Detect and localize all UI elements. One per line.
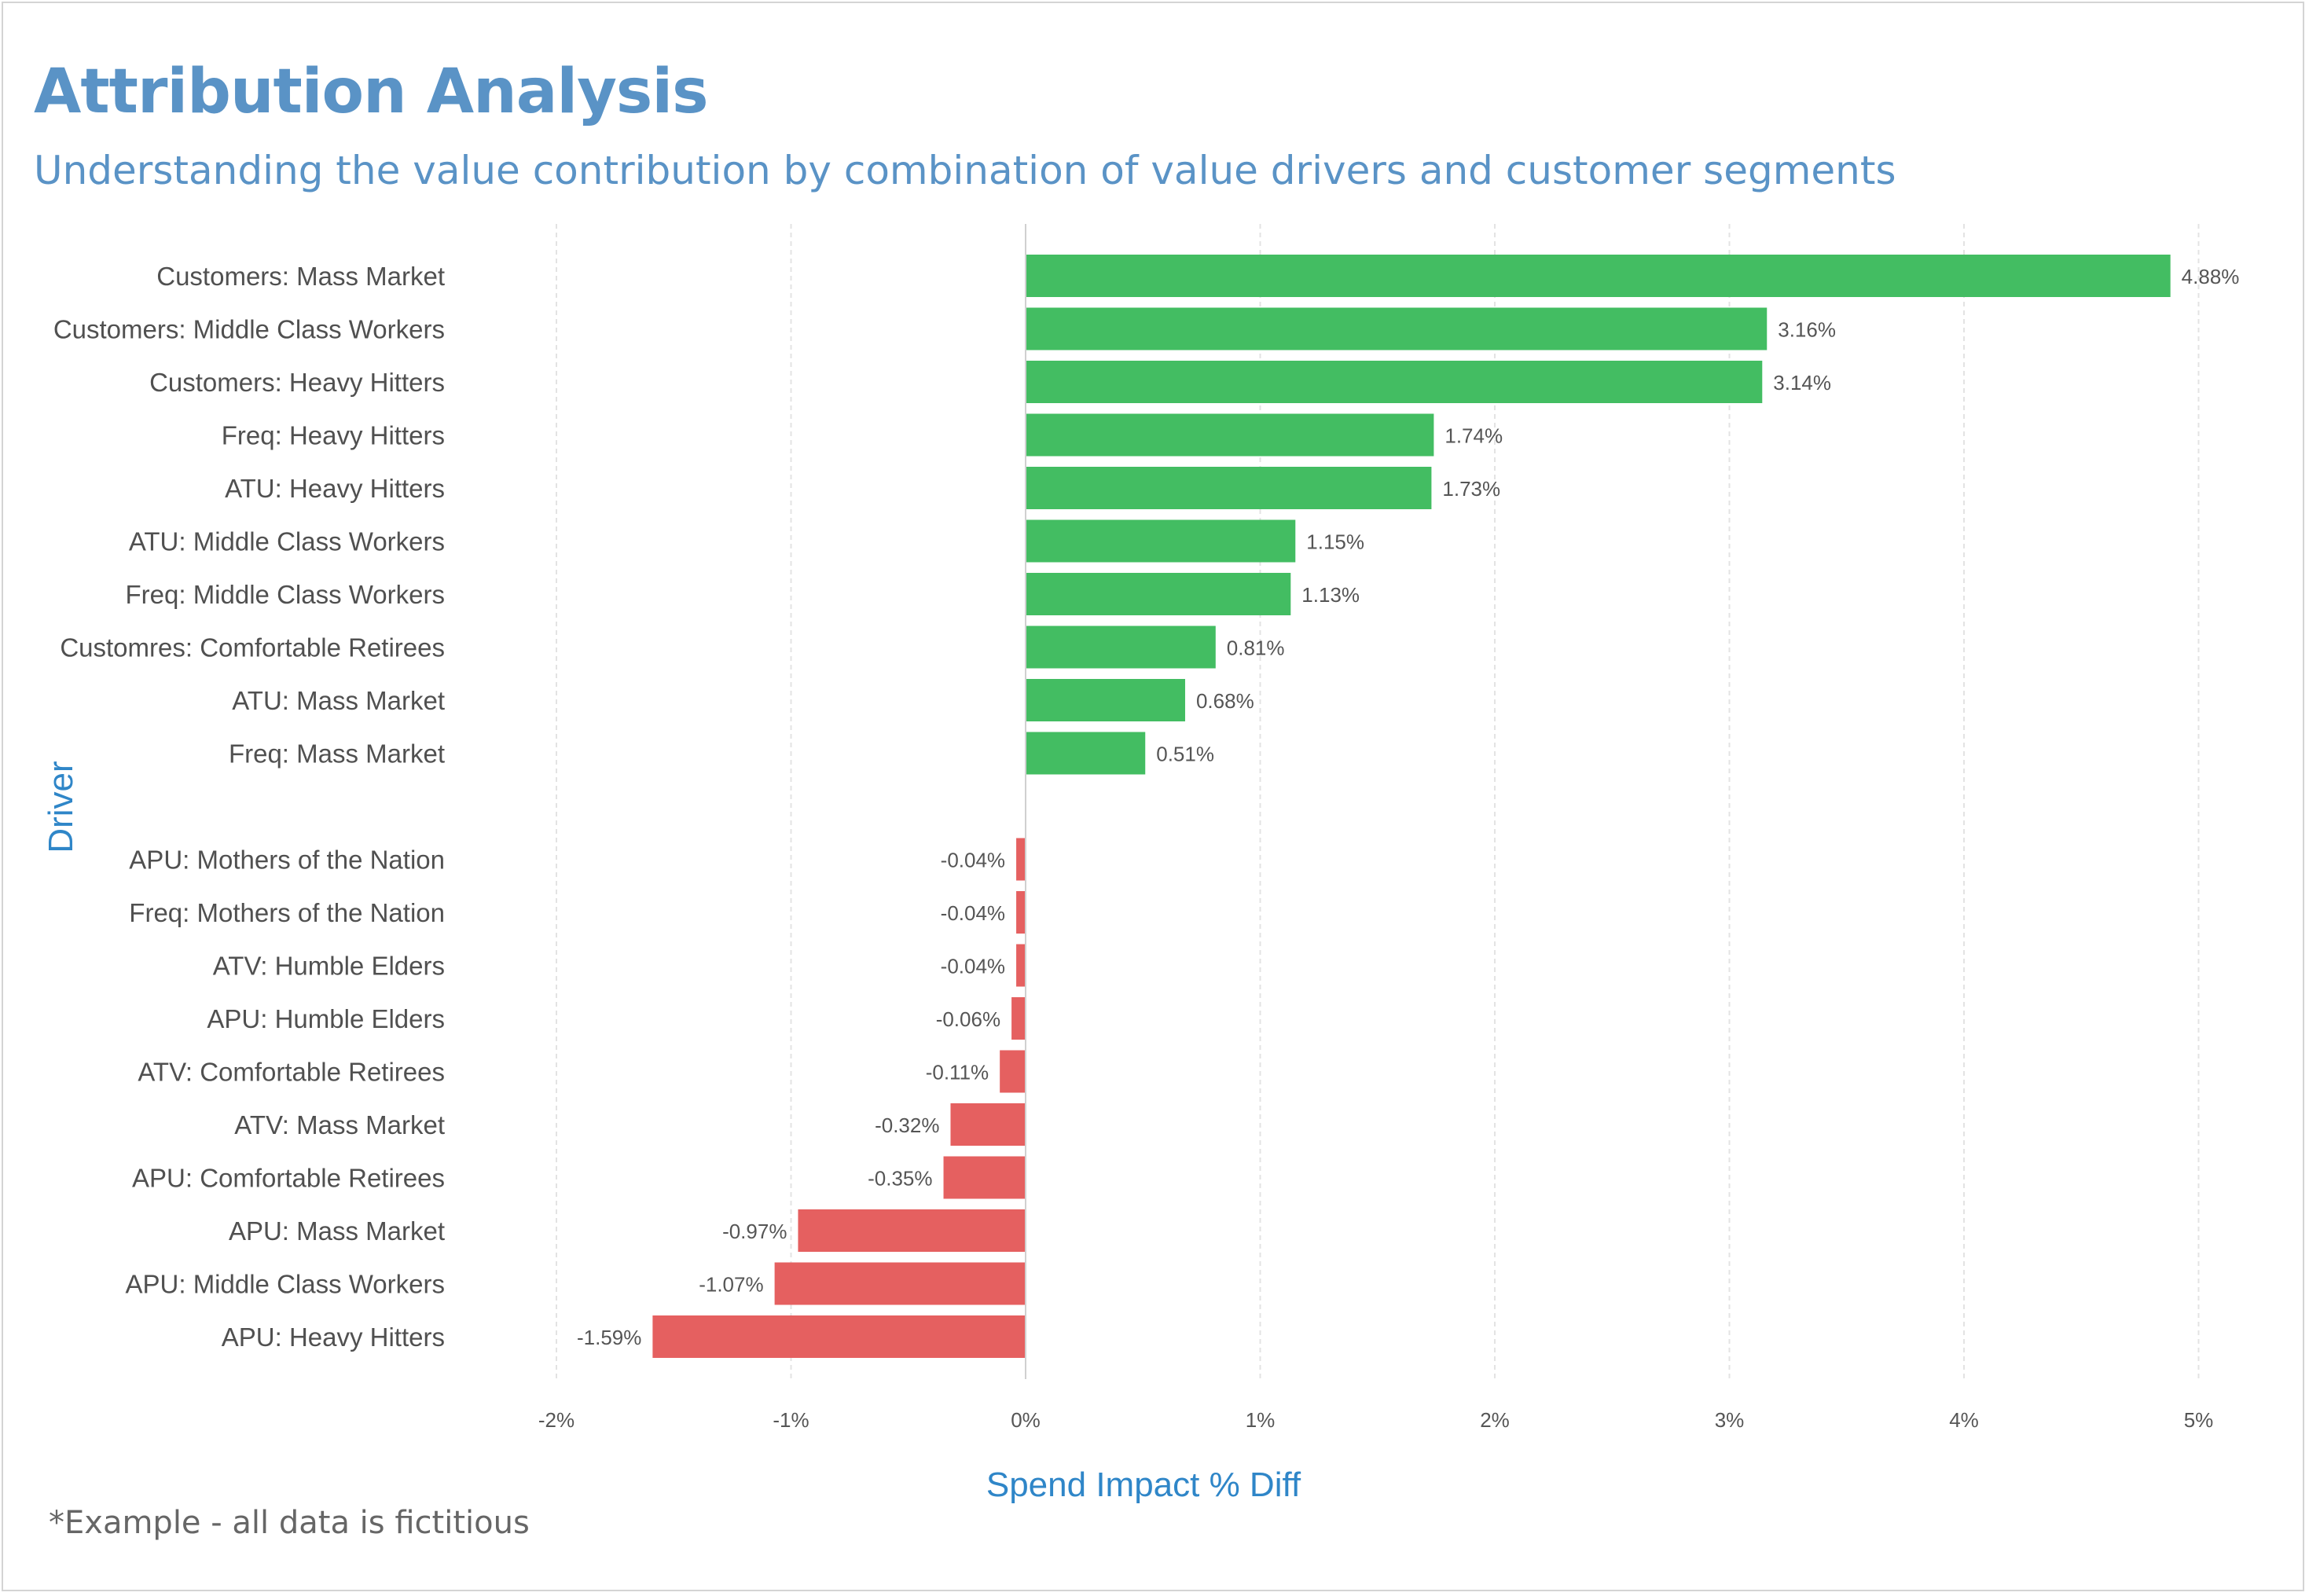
bar bbox=[1016, 838, 1026, 881]
category-label: APU: Mothers of the Nation bbox=[129, 846, 445, 875]
data-label: 1.15% bbox=[1306, 530, 1364, 554]
category-label: Customers: Heavy Hitters bbox=[149, 368, 445, 397]
bar bbox=[1026, 732, 1146, 775]
bar bbox=[1026, 413, 1434, 457]
x-tick-label: 1% bbox=[1246, 1408, 1276, 1432]
footnote: *Example - all data is fictitious bbox=[49, 1505, 530, 1541]
category-label: ATV: Comfortable Retirees bbox=[138, 1058, 445, 1087]
bar bbox=[943, 1156, 1026, 1199]
page-title: Attribution Analysis bbox=[34, 57, 708, 127]
data-label: -1.59% bbox=[577, 1326, 641, 1349]
category-label: Freq: Mass Market bbox=[229, 739, 445, 769]
bar bbox=[1026, 626, 1216, 669]
data-label: -0.04% bbox=[941, 901, 1005, 925]
data-label: -0.04% bbox=[941, 849, 1005, 872]
category-label: Freq: Middle Class Workers bbox=[126, 580, 446, 609]
data-label: 4.88% bbox=[2182, 265, 2240, 288]
data-label: -0.11% bbox=[926, 1061, 989, 1084]
bar bbox=[950, 1103, 1026, 1146]
category-label: APU: Mass Market bbox=[229, 1216, 445, 1246]
category-label: APU: Heavy Hitters bbox=[222, 1323, 445, 1352]
x-tick-label: 3% bbox=[1715, 1408, 1745, 1432]
data-label: 1.74% bbox=[1445, 424, 1503, 448]
data-label: -0.04% bbox=[941, 955, 1005, 978]
bar bbox=[1026, 307, 1768, 350]
y-axis-title: Driver bbox=[42, 761, 80, 853]
category-label: APU: Humble Elders bbox=[207, 1004, 445, 1033]
bar bbox=[1011, 997, 1026, 1040]
category-label: Customers: Middle Class Workers bbox=[53, 315, 445, 344]
category-label: ATU: Mass Market bbox=[232, 686, 445, 715]
data-label: -0.06% bbox=[936, 1007, 1000, 1031]
category-label: ATU: Heavy Hitters bbox=[225, 474, 445, 503]
bar bbox=[1026, 255, 2171, 297]
category-label: APU: Comfortable Retirees bbox=[132, 1164, 445, 1193]
x-tick-label: 4% bbox=[1949, 1408, 1979, 1432]
category-label: Customres: Comfortable Retirees bbox=[60, 633, 445, 662]
bar bbox=[652, 1315, 1026, 1358]
data-label: -0.97% bbox=[722, 1220, 787, 1243]
data-label: -0.32% bbox=[875, 1114, 939, 1137]
data-label: 3.14% bbox=[1773, 371, 1831, 394]
x-tick-label: -1% bbox=[773, 1408, 809, 1432]
data-label: 0.68% bbox=[1196, 689, 1254, 713]
data-label: 0.81% bbox=[1227, 637, 1285, 660]
bar bbox=[1026, 519, 1296, 563]
bar bbox=[1026, 361, 1763, 403]
category-label: APU: Middle Class Workers bbox=[126, 1270, 446, 1299]
x-tick-label: 0% bbox=[1011, 1408, 1041, 1432]
data-label: -0.35% bbox=[868, 1167, 932, 1191]
data-label: 1.13% bbox=[1301, 583, 1360, 607]
category-label: ATV: Humble Elders bbox=[213, 952, 445, 981]
data-label: 1.73% bbox=[1442, 477, 1500, 501]
bar bbox=[1026, 679, 1185, 721]
bar bbox=[1026, 573, 1291, 615]
category-label: ATV: Mass Market bbox=[234, 1110, 445, 1139]
x-tick-label: 2% bbox=[1480, 1408, 1510, 1432]
bar bbox=[1016, 891, 1026, 934]
category-label: Freq: Mothers of the Nation bbox=[129, 898, 445, 927]
category-label: Freq: Heavy Hitters bbox=[222, 421, 445, 450]
bar bbox=[1016, 944, 1026, 987]
x-axis-title: Spend Impact % Diff bbox=[986, 1466, 1301, 1504]
data-label: 3.16% bbox=[1778, 318, 1836, 342]
category-label: Customers: Mass Market bbox=[156, 262, 445, 291]
category-label: ATU: Middle Class Workers bbox=[129, 527, 445, 556]
bar bbox=[1026, 467, 1432, 509]
x-tick-label: -2% bbox=[538, 1408, 574, 1432]
bar bbox=[774, 1262, 1026, 1305]
x-tick-label: 5% bbox=[2184, 1408, 2214, 1432]
bar bbox=[1000, 1050, 1026, 1093]
page-subtitle: Understanding the value contribution by … bbox=[34, 148, 1896, 193]
data-label: 0.51% bbox=[1156, 743, 1214, 766]
data-label: -1.07% bbox=[699, 1273, 763, 1297]
bar bbox=[798, 1209, 1026, 1252]
